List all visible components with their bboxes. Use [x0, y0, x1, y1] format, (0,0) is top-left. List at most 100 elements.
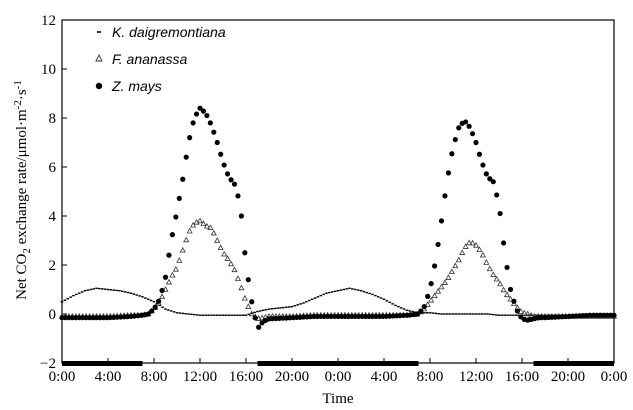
- series-triangle: [58, 217, 618, 321]
- z-mays-point: [145, 311, 151, 317]
- y-axis-title-part: -2: [12, 100, 24, 109]
- y-tick-label: 4: [49, 209, 57, 225]
- z-mays-point: [469, 131, 476, 137]
- f-ananassa-point: [203, 222, 210, 229]
- z-mays-point: [190, 120, 196, 126]
- z-mays-point: [193, 111, 200, 117]
- z-mays-point: [173, 214, 179, 220]
- f-ananassa-point: [241, 294, 248, 301]
- f-ananassa-point: [234, 275, 242, 281]
- z-mays-point: [197, 105, 203, 111]
- z-mays-point: [414, 311, 420, 317]
- f-ananassa-point: [469, 239, 476, 246]
- z-mays-point: [463, 119, 469, 125]
- y-tick-label: 10: [41, 62, 56, 78]
- z-mays-point: [180, 176, 186, 182]
- f-ananassa-point: [172, 265, 179, 272]
- f-ananassa-point: [214, 237, 221, 243]
- x-tick-label: 12:00: [183, 369, 217, 385]
- x-tick-label: 16:00: [229, 369, 263, 385]
- z-mays-point: [204, 112, 210, 119]
- z-mays-point: [442, 193, 448, 199]
- z-mays-point: [483, 171, 489, 177]
- f-ananassa-point: [196, 217, 204, 224]
- x-tick-label: 12:00: [459, 369, 493, 385]
- f-ananassa-point: [448, 268, 455, 275]
- z-mays-point: [149, 308, 155, 314]
- z-mays-point: [435, 241, 441, 248]
- legend-marker-circle: [95, 82, 103, 90]
- y-axis-title-part: 2: [21, 248, 33, 254]
- z-mays-point: [256, 324, 262, 330]
- z-mays-point: [445, 170, 451, 176]
- f-ananassa-point: [428, 296, 435, 303]
- x-tick-label: 20:00: [275, 369, 309, 385]
- z-mays-point: [252, 315, 258, 321]
- y-axis-title: Net CO2 exchange rate/μmol·m-2·s-1: [12, 80, 33, 300]
- f-ananassa-point: [431, 292, 438, 299]
- legend-label: Z. mays: [111, 78, 162, 94]
- f-ananassa-point: [158, 293, 166, 300]
- series-circle: [59, 105, 617, 330]
- z-mays-point: [432, 263, 438, 269]
- z-mays-point: [418, 308, 424, 314]
- z-mays-point: [169, 232, 175, 238]
- f-ananassa-point: [200, 220, 207, 227]
- x-tick-label: 0:00: [601, 369, 628, 385]
- f-ananassa-point: [217, 244, 224, 251]
- z-mays-point: [456, 125, 462, 131]
- f-ananassa-point: [441, 279, 449, 285]
- f-ananassa-point: [248, 310, 255, 317]
- x-tick-label: 20:00: [551, 369, 585, 385]
- f-ananassa-point: [186, 227, 193, 234]
- f-ananassa-point: [503, 291, 511, 298]
- z-mays-point: [183, 154, 189, 160]
- x-tick-label: 0:00: [49, 369, 76, 385]
- z-mays-point: [238, 213, 244, 219]
- y-tick-label: 8: [49, 111, 57, 127]
- z-mays-point: [514, 308, 521, 314]
- f-ananassa-point: [231, 266, 238, 273]
- x-tick-label: 16:00: [505, 369, 539, 385]
- z-mays-point: [187, 135, 193, 141]
- f-ananassa-point: [445, 274, 452, 280]
- f-ananassa-point: [238, 284, 245, 291]
- z-mays-point: [501, 240, 507, 246]
- z-mays-point: [166, 252, 172, 258]
- f-ananassa-point: [466, 239, 473, 246]
- z-mays-point: [504, 264, 510, 271]
- y-tick-label: 2: [49, 258, 57, 274]
- legend: K. daigremontiana F. ananassa Z. mays: [95, 24, 226, 94]
- y-axis-title-part: -1: [12, 80, 24, 89]
- f-ananassa-point: [210, 229, 217, 236]
- z-mays-point: [228, 177, 234, 183]
- z-mays-point: [245, 277, 251, 283]
- z-mays-point: [152, 304, 158, 310]
- z-mays-point: [449, 151, 455, 157]
- z-mays-point: [511, 298, 517, 304]
- y-tick-label: 0: [49, 307, 57, 323]
- f-ananassa-point: [162, 286, 169, 292]
- f-ananassa-point: [224, 255, 231, 261]
- f-ananassa-point: [455, 256, 462, 263]
- z-mays-point: [452, 136, 458, 143]
- z-mays-point: [159, 287, 165, 294]
- y-tick-label: −2: [40, 356, 56, 372]
- f-ananassa-point: [479, 251, 486, 258]
- y-axis-title-part: exchange rate/μmol·m: [14, 109, 30, 248]
- x-tick-label: 8:00: [141, 369, 168, 385]
- y-axis-ticks: −2 0 2 4 6 8 10 12: [40, 13, 67, 372]
- z-mays-point: [428, 281, 434, 287]
- f-ananassa-point: [524, 310, 531, 317]
- y-tick-label: 6: [49, 160, 57, 176]
- f-ananassa-point: [521, 309, 528, 316]
- f-ananassa-point: [452, 262, 459, 269]
- f-ananassa-point: [497, 280, 504, 287]
- f-ananassa-point: [179, 246, 186, 253]
- z-mays-point: [242, 250, 248, 256]
- f-ananassa-point: [500, 286, 507, 293]
- z-mays-point: [235, 193, 241, 199]
- z-mays-point: [438, 218, 445, 224]
- z-mays-point: [249, 299, 255, 305]
- x-axis-ticks: 0:00 4:00 8:00 12:00 16:00 20:00 0:00 4:00 8:00 1…: [49, 358, 628, 385]
